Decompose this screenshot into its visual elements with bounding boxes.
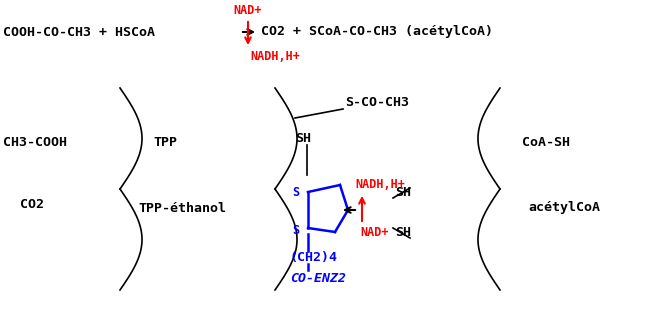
Text: SH: SH (395, 185, 411, 198)
Text: CO2 + SCoA-CO-CH3 (acétylCoA): CO2 + SCoA-CO-CH3 (acétylCoA) (261, 25, 493, 38)
Text: (CH2)4: (CH2)4 (290, 252, 338, 265)
Text: S-CO-CH3: S-CO-CH3 (345, 96, 409, 109)
Text: SH: SH (395, 225, 411, 238)
Text: SH: SH (295, 132, 311, 144)
Text: CO-ENZ2: CO-ENZ2 (290, 272, 346, 285)
Text: NAD+: NAD+ (360, 225, 388, 238)
Text: COOH-CO-CH3 + HSCoA: COOH-CO-CH3 + HSCoA (3, 25, 155, 38)
Text: CO2: CO2 (20, 198, 44, 211)
Text: CH3-COOH: CH3-COOH (3, 136, 67, 149)
Text: NAD+: NAD+ (234, 4, 262, 17)
Text: TPP-éthanol: TPP-éthanol (138, 202, 226, 215)
Text: NADH,H+: NADH,H+ (355, 178, 405, 191)
Text: S: S (292, 185, 299, 198)
Text: S: S (292, 224, 299, 237)
Text: NADH,H+: NADH,H+ (250, 51, 300, 64)
Text: TPP: TPP (153, 136, 177, 149)
Text: acétylCoA: acétylCoA (528, 202, 600, 215)
Text: CoA-SH: CoA-SH (522, 136, 570, 149)
